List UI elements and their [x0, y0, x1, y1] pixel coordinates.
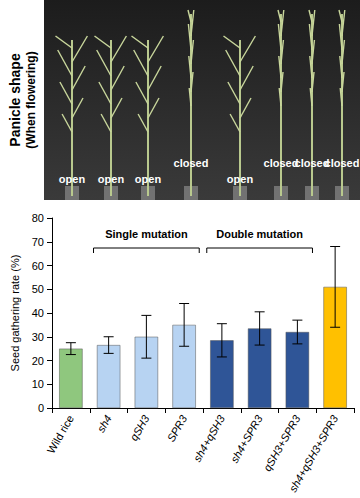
svg-text:Panicle shape: Panicle shape — [7, 53, 23, 147]
svg-text:open: open — [135, 173, 162, 185]
svg-text:Double mutation: Double mutation — [216, 228, 303, 240]
svg-text:sh4+SPR3: sh4+SPR3 — [228, 412, 265, 465]
svg-text:open: open — [98, 173, 125, 185]
svg-text:open: open — [227, 173, 254, 185]
svg-text:50: 50 — [32, 283, 44, 295]
svg-text:Single mutation: Single mutation — [105, 228, 188, 240]
svg-text:80: 80 — [32, 212, 44, 224]
svg-text:70: 70 — [32, 236, 44, 248]
svg-text:Wild rice: Wild rice — [45, 413, 76, 455]
svg-text:qSH3+SPR3: qSH3+SPR3 — [261, 412, 303, 473]
svg-text:(When flowering): (When flowering) — [24, 51, 38, 148]
svg-text:SPR3: SPR3 — [165, 412, 190, 444]
svg-text:closed: closed — [294, 157, 330, 169]
svg-text:closed: closed — [325, 157, 360, 169]
svg-text:sh4: sh4 — [95, 413, 114, 434]
svg-text:60: 60 — [32, 260, 44, 272]
svg-text:10: 10 — [32, 378, 44, 390]
svg-text:40: 40 — [32, 307, 44, 319]
svg-text:0: 0 — [38, 402, 44, 414]
svg-text:qSH3: qSH3 — [127, 412, 152, 443]
svg-text:20: 20 — [32, 355, 44, 367]
svg-text:30: 30 — [32, 331, 44, 343]
svg-text:sh4+qSH3: sh4+qSH3 — [191, 412, 228, 463]
svg-text:open: open — [59, 173, 86, 185]
svg-text:closed: closed — [264, 157, 299, 169]
svg-text:closed: closed — [174, 157, 209, 169]
svg-text:Seed gathering rate (%): Seed gathering rate (%) — [9, 255, 21, 372]
svg-text:sh4+qSH3+SPR3: sh4+qSH3+SPR3 — [287, 412, 341, 494]
